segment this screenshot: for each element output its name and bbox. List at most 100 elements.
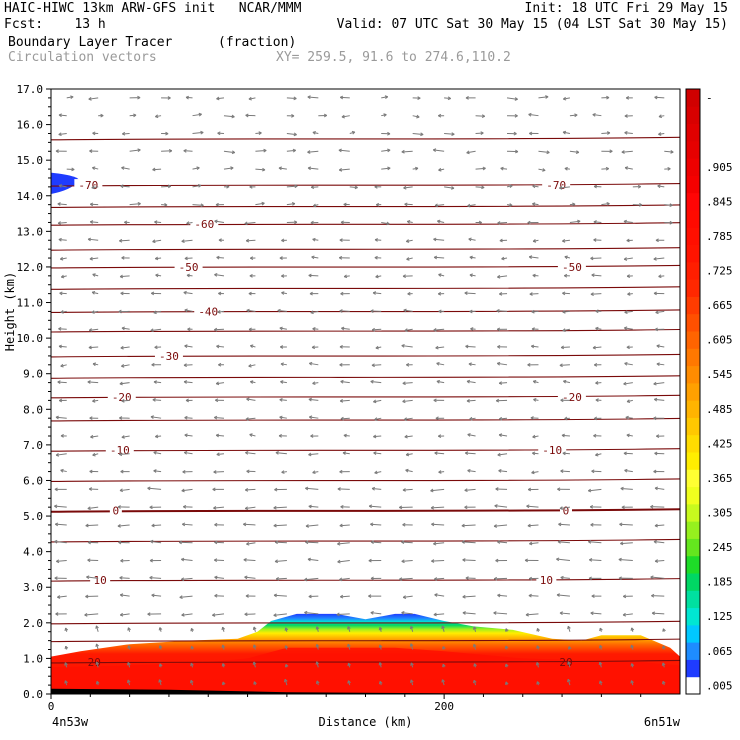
wind-vector [279, 256, 287, 260]
wind-vector [54, 504, 67, 509]
wind-vector [119, 488, 130, 493]
wind-vector [626, 238, 633, 243]
wind-vector [151, 523, 162, 528]
colorbar-swatch [686, 192, 700, 211]
wind-vector [279, 398, 287, 402]
wind-vector [277, 308, 287, 313]
wind-vector [504, 681, 509, 686]
wind-vector [373, 451, 382, 455]
wind-vector [307, 95, 319, 100]
wind-vector [218, 362, 224, 367]
wind-vector [495, 487, 508, 491]
wind-vector [433, 612, 445, 617]
wind-vector [121, 364, 130, 368]
wind-vector [404, 202, 413, 207]
wind-vector [593, 184, 602, 189]
wind-vector [223, 184, 230, 189]
colorbar-label: .665 [706, 299, 733, 312]
wind-vector [246, 469, 256, 474]
wind-vector [374, 417, 382, 421]
colorbar-swatch [686, 642, 700, 660]
wind-vector [183, 450, 193, 455]
wind-vector [154, 345, 162, 350]
header-line1-right: Init: 18 UTC Fri 29 May 15 [524, 1, 729, 16]
wind-vector [121, 256, 130, 260]
wind-vector [89, 220, 99, 224]
x-endpoint-right: 6n51w [644, 715, 681, 729]
wind-vector [601, 202, 610, 206]
wind-vector [214, 575, 225, 580]
wind-vector [654, 486, 665, 491]
wind-vector [662, 628, 666, 632]
wind-vector [119, 274, 130, 279]
wind-vector [281, 274, 287, 278]
wind-vector [215, 381, 225, 386]
wind-vector [307, 150, 319, 154]
wind-vector [399, 505, 413, 510]
wind-vector [569, 202, 576, 207]
contour-label: 10 [540, 574, 553, 587]
wind-vector [370, 540, 382, 545]
wind-vector [632, 184, 642, 189]
colorbar-swatch [686, 486, 700, 505]
isotherm--10 [51, 448, 680, 452]
wind-vector [466, 398, 476, 403]
wind-vector [248, 291, 256, 296]
wind-vector [496, 361, 508, 366]
wind-vector [245, 238, 256, 243]
wind-vector [121, 435, 130, 439]
wind-vector [339, 469, 350, 474]
wind-vector [438, 273, 445, 277]
wind-vector [119, 576, 130, 580]
wind-vector [654, 95, 665, 100]
contour-label-bg [174, 260, 203, 273]
wind-vector [340, 379, 350, 384]
wind-vector [624, 361, 633, 366]
wind-vector [381, 221, 390, 226]
wind-vector [305, 524, 319, 528]
isotherm-line [51, 538, 680, 543]
wind-vector [533, 398, 539, 402]
wind-vector [438, 470, 445, 474]
wind-vector [410, 679, 414, 686]
y-tick-label: 7.0 [23, 439, 43, 452]
wind-vector [664, 166, 671, 171]
wind-vector [274, 487, 287, 492]
wind-vector [180, 577, 193, 582]
wind-vector [625, 96, 633, 100]
wind-vector [315, 680, 320, 686]
wind-vector [538, 150, 550, 155]
wind-vector [529, 131, 539, 136]
wind-vector [221, 681, 226, 686]
wind-vector [155, 273, 162, 278]
wind-vector [532, 239, 539, 243]
wind-vector [339, 399, 350, 403]
wind-vector [161, 149, 173, 153]
wind-vector [624, 114, 633, 118]
isotherm--60 [51, 222, 680, 226]
wind-vector [433, 398, 445, 403]
wind-vector [149, 575, 162, 580]
wind-vector [278, 166, 287, 171]
wind-vector [626, 399, 633, 403]
wind-vector [281, 238, 287, 243]
wind-vector [466, 150, 476, 155]
wind-vector [441, 679, 445, 686]
wind-vector [462, 594, 476, 599]
wind-vector [182, 469, 193, 474]
wind-vector [59, 291, 67, 296]
wind-vector [275, 576, 287, 581]
wind-vector [593, 416, 602, 421]
wind-vector [625, 415, 633, 420]
wind-vector [214, 593, 224, 598]
wind-vector [308, 273, 319, 278]
wind-vector [312, 237, 319, 242]
wind-vector [119, 238, 130, 243]
wind-vector [475, 166, 486, 171]
wind-vector [218, 238, 224, 243]
colorbar-swatch [686, 158, 700, 176]
wind-vector [249, 273, 256, 278]
wind-vector [590, 522, 602, 527]
contour-label-bg [90, 574, 111, 587]
wind-vector [244, 488, 256, 492]
